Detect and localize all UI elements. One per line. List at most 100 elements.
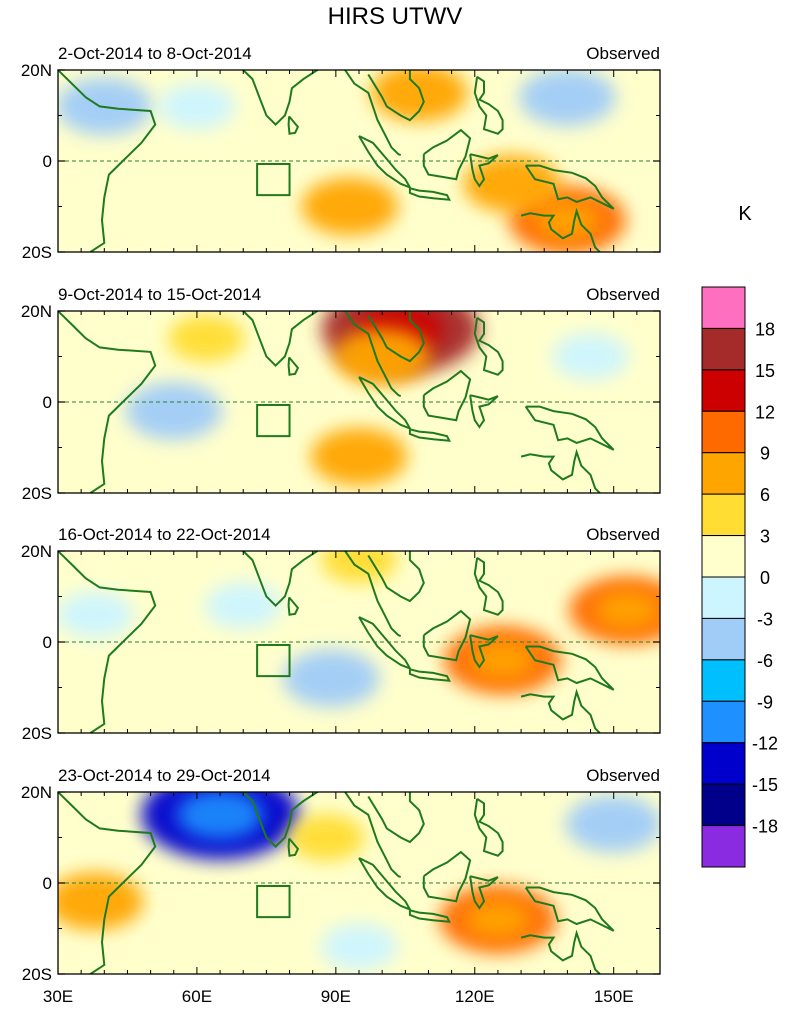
- coastline: [183, 551, 319, 608]
- panel-3-period: 16-Oct-2014 to 22-Oct-2014: [58, 525, 271, 544]
- anomaly-core-3-1: [470, 641, 535, 680]
- coastline: [524, 645, 615, 691]
- panel-4: 23-Oct-2014 to 29-Oct-2014 Observed 20N 0…: [21, 766, 661, 984]
- coastline: [183, 792, 319, 849]
- panel-4-label: Observed: [586, 766, 660, 785]
- x-tick-label: 120E: [455, 987, 495, 1006]
- colorbar-swatch: [701, 369, 746, 412]
- coastline: [343, 792, 402, 879]
- colorbar-label: 0: [760, 568, 770, 588]
- anomaly-4-6: [320, 923, 398, 971]
- colorbar-label: -9: [757, 692, 773, 712]
- coastline: [520, 688, 601, 733]
- x-tick-label: 90E: [321, 987, 351, 1006]
- coastline: [58, 792, 157, 974]
- colorbar-label: 18: [755, 319, 775, 339]
- colorbar-label: -12: [752, 734, 778, 754]
- panel-3-coastlines: [58, 551, 615, 733]
- coastline: [287, 115, 300, 135]
- anomaly-core-4-2: [465, 900, 531, 939]
- units-label: K: [738, 203, 752, 225]
- y-tick-label: 0: [43, 393, 52, 412]
- coastline: [524, 164, 615, 210]
- colorbar-swatch: [701, 783, 746, 827]
- panel-3-anomalies: [58, 551, 660, 708]
- coastline: [422, 609, 472, 662]
- anomaly-1-2: [158, 83, 236, 130]
- panel-2-coastlines: [58, 311, 615, 493]
- coastline: [469, 634, 499, 669]
- coastline: [367, 70, 425, 122]
- coastline: [408, 187, 451, 201]
- panel-2-label: Observed: [586, 285, 660, 304]
- y-tick-label: 20N: [21, 61, 52, 80]
- colorbar-label: 6: [760, 485, 770, 505]
- coastline: [422, 369, 472, 422]
- chart-title: HIRS UTWV: [328, 3, 463, 30]
- coastline: [287, 837, 300, 857]
- coastline: [408, 909, 451, 923]
- coastline: [469, 394, 499, 429]
- colorbar-swatch: [701, 617, 746, 661]
- anomaly-2-5: [167, 314, 245, 362]
- x-tick-label: 150E: [594, 987, 634, 1006]
- coastline: [473, 797, 504, 857]
- y-tick-label: 20N: [21, 302, 52, 321]
- panel-1-anomalies: [58, 70, 626, 252]
- colorbar-swatch: [701, 286, 746, 329]
- coastline: [469, 153, 499, 188]
- colorbar-swatch: [701, 452, 746, 495]
- panel-3-label: Observed: [586, 525, 660, 544]
- coastline: [473, 75, 504, 135]
- coastline: [520, 207, 601, 252]
- colorbar-label: 9: [760, 444, 770, 464]
- index-region-box: [256, 404, 291, 438]
- colorbar-swatch: [701, 825, 746, 868]
- anomaly-2-3: [310, 427, 408, 486]
- panel-2: 9-Oct-2014 to 15-Oct-2014 Observed 20N 0 2…: [21, 285, 661, 503]
- x-tick-label: 60E: [182, 987, 212, 1006]
- colorbar-label: 15: [755, 361, 775, 381]
- panel-1: 2-Oct-2014 to 8-Oct-2014 Observed 20N 0 20…: [21, 44, 661, 262]
- panel-1-label: Observed: [586, 44, 660, 63]
- y-tick-label: 20N: [21, 783, 52, 802]
- coastline: [287, 356, 300, 376]
- y-tick-label: 0: [43, 633, 52, 652]
- coastline: [183, 70, 319, 127]
- colorbar: 18 15 12 9 6 3 0 -3 -6 -9 -12 -15 -18: [701, 286, 778, 868]
- panel-3: 16-Oct-2014 to 22-Oct-2014 Observed 20N 0…: [21, 525, 661, 743]
- y-tick-label: 0: [43, 874, 52, 893]
- anomaly-3-3: [282, 649, 380, 708]
- coastline: [58, 551, 157, 733]
- coastline: [422, 850, 472, 903]
- coastline: [408, 668, 451, 682]
- coastline: [422, 128, 472, 181]
- y-tick-label: 20S: [22, 724, 52, 743]
- anomaly-1-3: [301, 177, 399, 236]
- x-tick-label: 30E: [43, 987, 73, 1006]
- y-tick-label: 20N: [21, 542, 52, 561]
- anomaly-2-4: [125, 382, 223, 440]
- y-tick-label: 20S: [22, 484, 52, 503]
- coastline: [287, 596, 300, 616]
- coastline: [473, 556, 504, 616]
- coastline: [343, 70, 402, 157]
- anomaly-1-5: [518, 70, 616, 127]
- coastline: [524, 405, 615, 451]
- colorbar-label: -15: [752, 775, 778, 795]
- coastline: [343, 551, 402, 638]
- coastline: [367, 792, 425, 844]
- colorbar-label: 12: [755, 402, 775, 422]
- panel-2-period: 9-Oct-2014 to 15-Oct-2014: [58, 285, 261, 304]
- anomaly-2-6: [552, 333, 629, 380]
- colorbar-label: -6: [757, 651, 773, 671]
- colorbar-swatch: [701, 493, 746, 537]
- panel-4-period: 23-Oct-2014 to 29-Oct-2014: [58, 766, 271, 785]
- colorbar-swatch: [701, 700, 746, 744]
- colorbar-label: -3: [757, 609, 773, 629]
- y-tick-label: 20S: [22, 243, 52, 262]
- coastline: [183, 311, 319, 368]
- index-region-box: [256, 644, 291, 678]
- colorbar-label: 3: [760, 527, 770, 547]
- colorbar-swatch: [701, 327, 746, 371]
